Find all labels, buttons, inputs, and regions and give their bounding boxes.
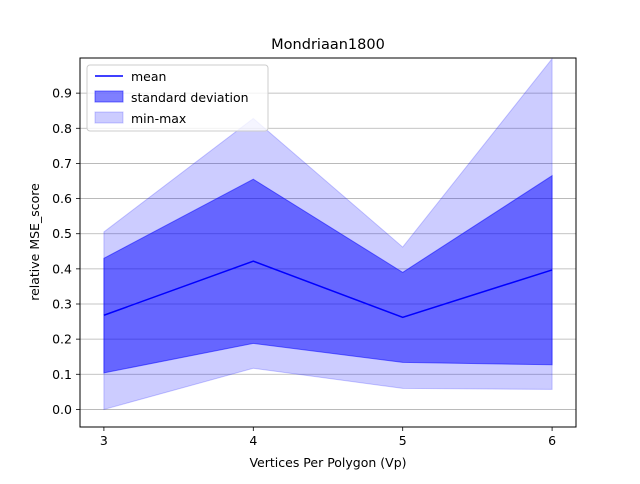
x-tick-label-2: 5 [399, 433, 407, 448]
x-tick-label-1: 4 [249, 433, 257, 448]
y-tick-label-1: 0.1 [52, 367, 72, 382]
legend-mean-label: mean [131, 69, 166, 84]
y-tick-label-5: 0.5 [52, 226, 72, 241]
y-tick-label-9: 0.9 [52, 86, 72, 101]
chart-title: Mondriaan1800 [271, 37, 385, 53]
x-tick-label-0: 3 [100, 433, 108, 448]
y-tick-label-2: 0.2 [52, 332, 72, 347]
y-tick-label-6: 0.6 [52, 191, 72, 206]
y-tick-label-3: 0.3 [52, 297, 72, 312]
y-tick-label-7: 0.7 [52, 156, 72, 171]
legend: mean standard deviation min-max [87, 65, 268, 131]
y-tick-label-8: 0.8 [52, 121, 72, 136]
legend-std-label: standard deviation [131, 90, 249, 105]
x-axis-label: Vertices Per Polygon (Vp) [249, 455, 406, 470]
y-axis-label: relative MSE_score [27, 183, 42, 301]
legend-minmax-swatch [95, 112, 123, 123]
y-tick-label-4: 0.4 [52, 261, 72, 276]
x-tick-label-3: 6 [548, 433, 556, 448]
legend-minmax-label: min-max [131, 111, 186, 126]
y-tick-label-0: 0.0 [52, 402, 72, 417]
legend-std-swatch [95, 91, 123, 102]
